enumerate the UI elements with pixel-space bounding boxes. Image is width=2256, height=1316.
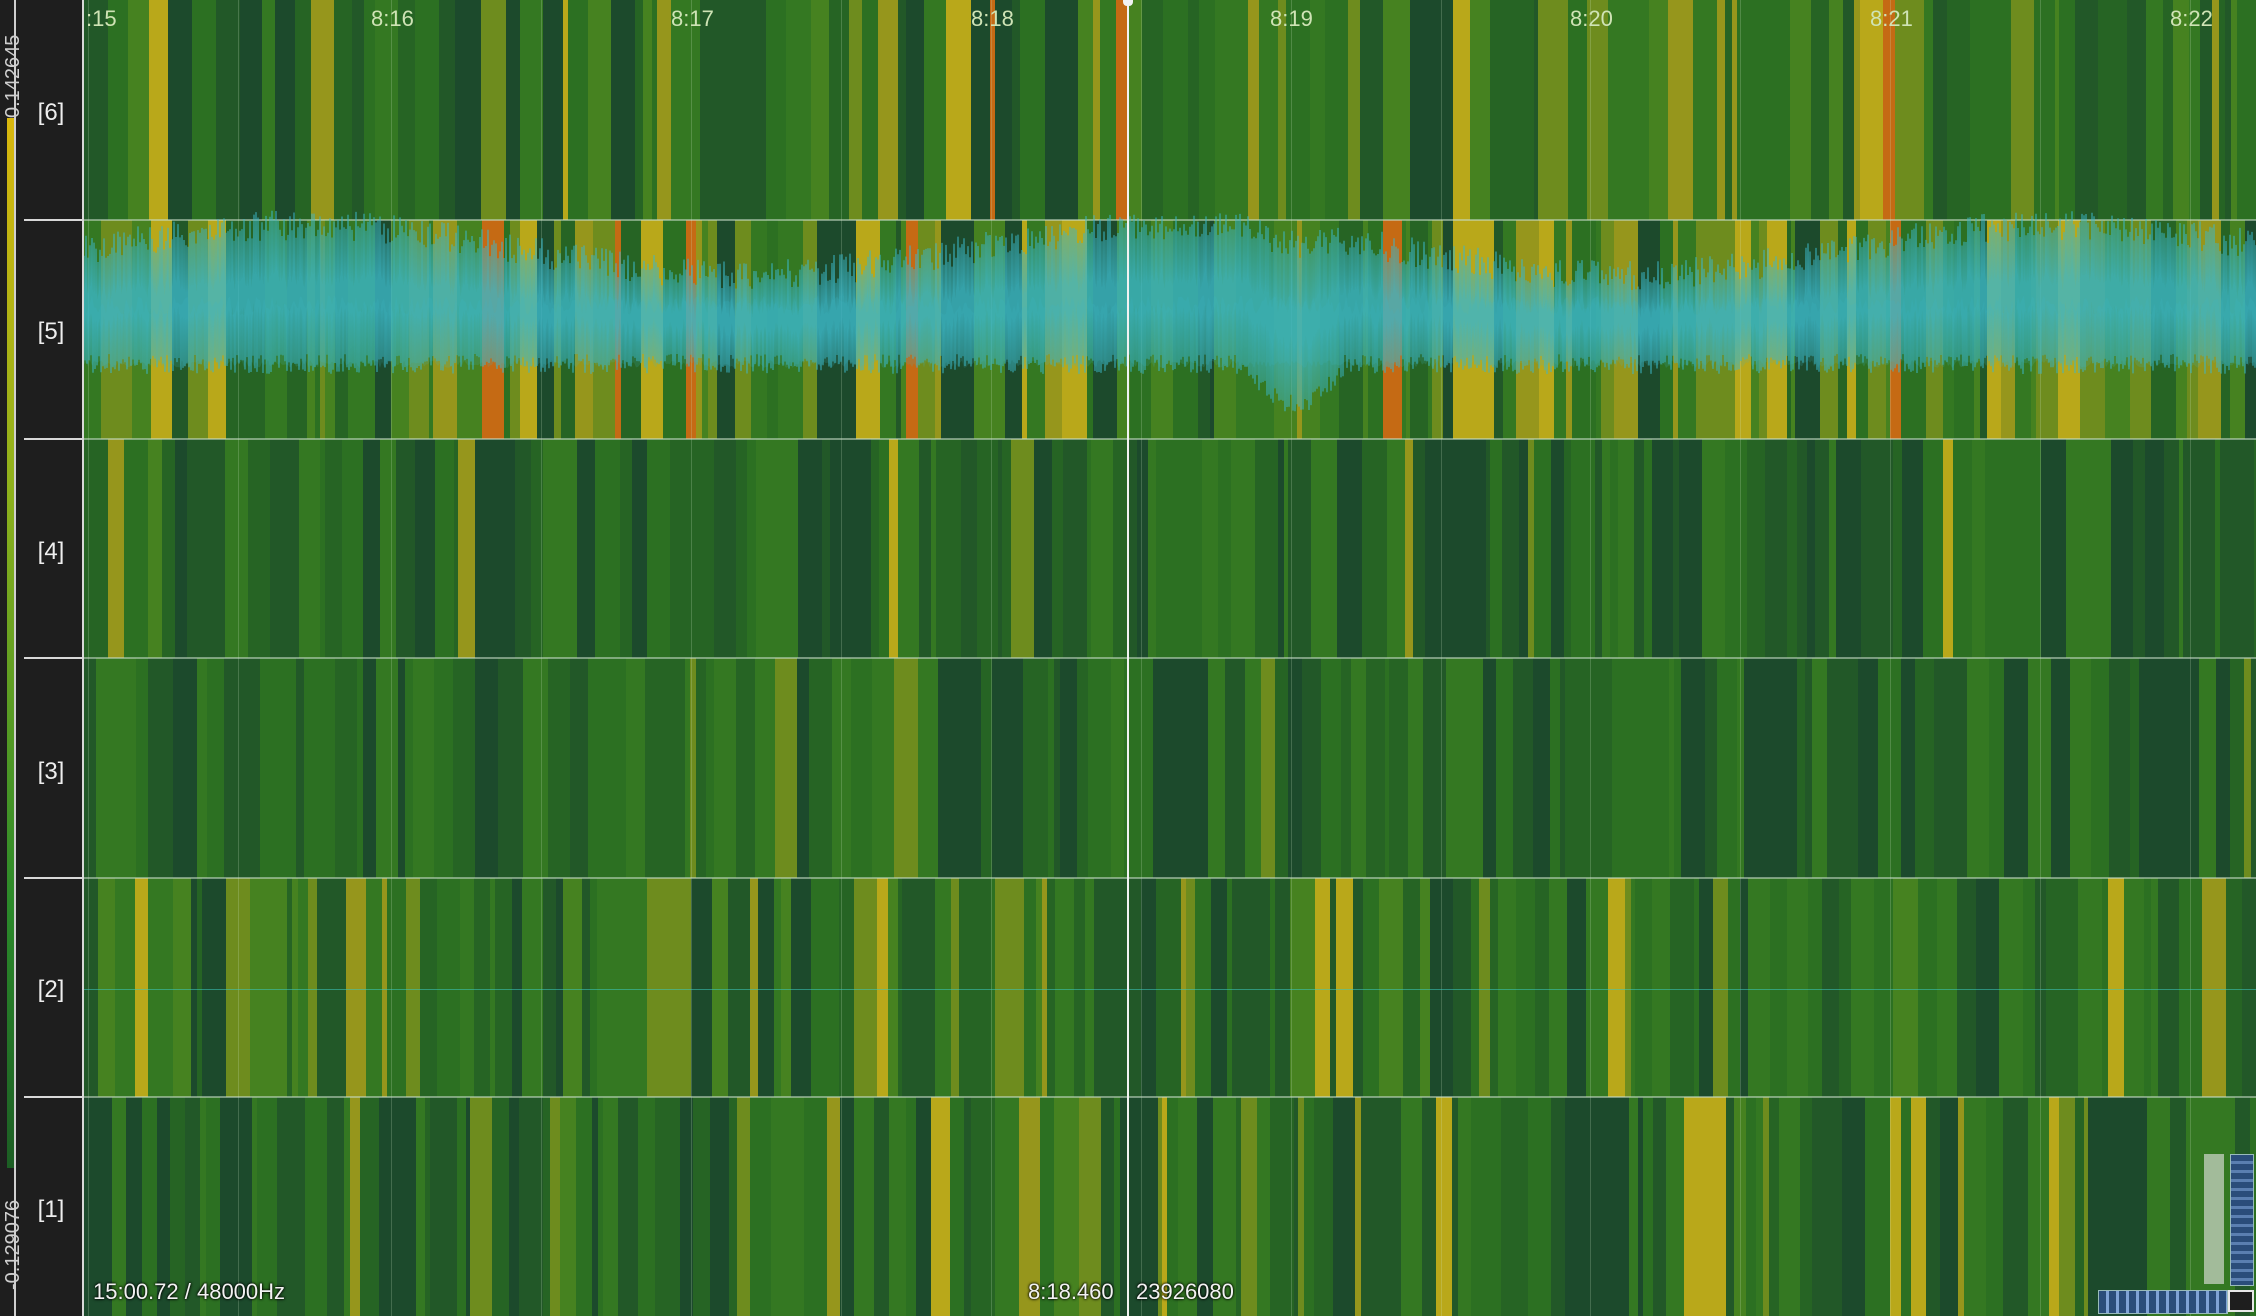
horizontal-overview-map[interactable] [2098,1290,2228,1314]
spectrogram-view[interactable]: :15 8:16 8:17 8:18 8:19 8:20 8:21 8:22 1… [84,0,2256,1316]
channel-separator [24,438,84,440]
time-tick-label: :15 [86,6,117,31]
playhead-knob-icon[interactable] [1123,0,1133,6]
spectrogram-lane [84,658,2256,878]
time-grid-line [541,0,542,1316]
spectrogram-lane [84,1097,2256,1316]
waveform-overlay [84,210,2256,412]
vertical-overview-map[interactable] [2230,1154,2254,1286]
time-tick-label: 8:16 [371,6,414,31]
cursor-time-readout: 8:18.460 [1028,1279,1114,1304]
scale-axis-line [14,0,16,1316]
time-grid-line [1890,0,1891,1316]
lane-divider [84,1096,2256,1098]
channel-separator [24,1096,84,1098]
channel-label-5[interactable]: [5] [37,318,65,345]
time-grid-line [691,0,692,1316]
waveform-trace [84,210,2256,412]
duration-samplerate-readout: 15:00.72 / 48000Hz [93,1279,286,1304]
time-grid-line [1441,0,1442,1316]
channel-label-2[interactable]: [2] [37,976,65,1003]
time-grid-line [88,0,89,1316]
channel-separator [24,657,84,659]
channel-label-6[interactable]: [6] [37,99,65,126]
time-grid-line [1740,0,1741,1316]
channel-sidebar: 0.142645 -0.129076 [6] [5] [4] [3] [2] [… [0,0,84,1316]
time-tick-label: 8:22 [2170,6,2213,31]
time-tick-label: 8:17 [671,6,714,31]
lane-divider [84,219,2256,221]
scale-max-label: 0.142645 [2,34,24,118]
time-grid-line [1141,0,1142,1316]
lane-divider [84,877,2256,879]
channel-label-1[interactable]: [1] [37,1196,65,1223]
time-tick-label: 8:19 [1270,6,1313,31]
vertical-zoom-handle[interactable] [2204,1154,2224,1284]
time-grid-line [2190,0,2191,1316]
time-tick-label: 8:21 [1870,6,1913,31]
time-grid-line [991,0,992,1316]
time-grid-line [238,0,239,1316]
overview-viewport-box[interactable] [2228,1290,2254,1312]
spectrogram-lane [84,878,2256,1098]
time-grid-line [391,0,392,1316]
channel-label-3[interactable]: [3] [37,758,65,785]
waveform-envelope [84,295,2256,368]
channel-2-center-line [84,989,2256,990]
time-grid-line [1590,0,1591,1316]
playhead-cursor[interactable] [1127,0,1129,1316]
channel-label-4[interactable]: [4] [37,538,65,565]
time-grid-line [2040,0,2041,1316]
spectrogram-lane [84,0,2256,220]
lane-divider [84,438,2256,440]
amplitude-color-scale [7,118,15,1168]
spectrogram-lane [84,439,2256,659]
channel-separator [24,877,84,879]
time-grid-line [841,0,842,1316]
time-tick-label: 8:20 [1570,6,1613,31]
time-grid-line [1291,0,1292,1316]
channel-separator [24,219,84,221]
time-tick-label: 8:18 [971,6,1014,31]
lane-divider [84,657,2256,659]
scale-min-label: -0.129076 [2,1199,24,1290]
cursor-sample-readout: 23926080 [1136,1279,1234,1304]
